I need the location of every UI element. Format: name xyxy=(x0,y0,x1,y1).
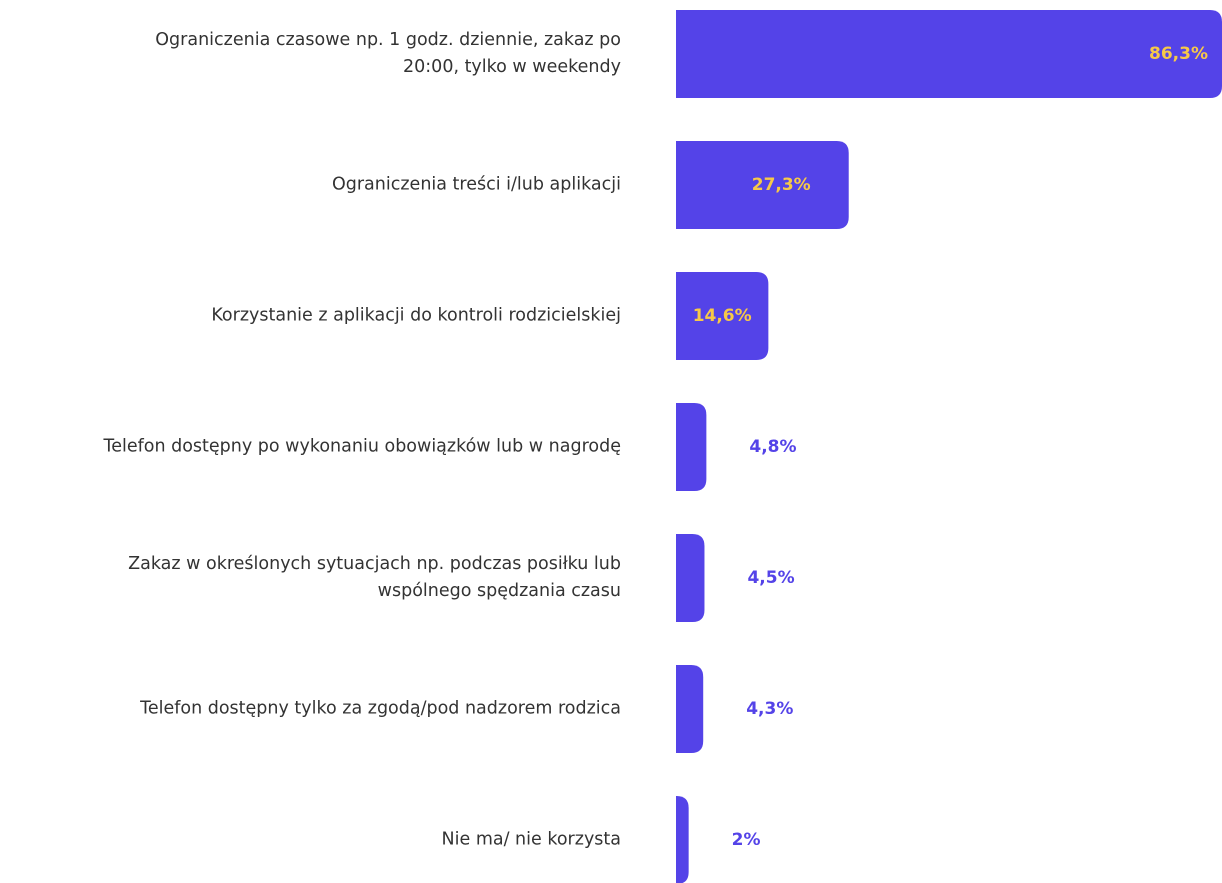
category-text: Zakaz w określonych sytuacjach np. podcz… xyxy=(128,554,621,601)
bar xyxy=(676,665,704,753)
value-label: 4,3% xyxy=(746,699,793,719)
category-label: Zakaz w określonych sytuacjach np. podcz… xyxy=(21,551,621,605)
value-label: 2% xyxy=(732,830,761,850)
bar xyxy=(676,272,769,360)
category-text: Nie ma/ nie korzysta xyxy=(441,829,621,850)
bar xyxy=(676,534,705,622)
category-text: Ograniczenia treści i/lub aplikacji xyxy=(331,174,621,195)
category-label: Ograniczenia czasowe np. 1 godz. dzienni… xyxy=(21,27,621,81)
value-label: 14,6% xyxy=(693,306,752,326)
category-text: Ograniczenia czasowe np. 1 godz. dzienni… xyxy=(155,30,621,77)
bar xyxy=(676,10,1222,98)
category-label: Telefon dostępny tylko za zgodą/pod nadz… xyxy=(21,696,621,723)
category-label: Nie ma/ nie korzysta xyxy=(21,827,621,854)
category-text: Telefon dostępny tylko za zgodą/pod nadz… xyxy=(140,698,621,719)
category-text: Telefon dostępny po wykonaniu obowiązków… xyxy=(103,436,621,457)
bar xyxy=(676,403,707,491)
value-label: 27,3% xyxy=(752,175,811,195)
value-label: 4,5% xyxy=(747,568,794,588)
value-label: 86,3% xyxy=(1149,44,1208,64)
value-label: 4,8% xyxy=(749,437,796,457)
category-label: Korzystanie z aplikacji do kontroli rodz… xyxy=(21,303,621,330)
bar xyxy=(676,796,689,883)
category-label: Telefon dostępny po wykonaniu obowiązków… xyxy=(21,434,621,461)
category-text: Korzystanie z aplikacji do kontroli rodz… xyxy=(211,305,621,326)
category-label: Ograniczenia treści i/lub aplikacji xyxy=(21,172,621,199)
bar xyxy=(676,141,849,229)
